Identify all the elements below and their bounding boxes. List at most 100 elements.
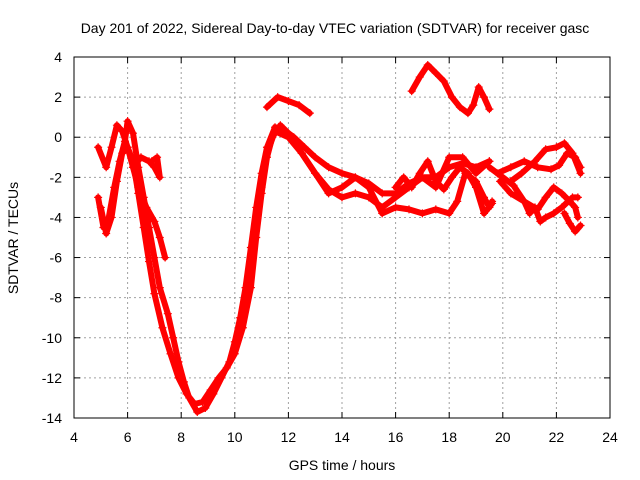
y-axis-label: SDTVAR / TECUs [5,182,21,294]
data-point-marker [560,139,569,148]
data-point-marker [338,169,346,178]
data-point-marker [407,183,416,192]
data-point-marker [161,253,170,262]
series-line [408,62,493,117]
data-point-marker [120,137,129,146]
data-point-marker [174,373,183,382]
data-point-marker [112,177,121,186]
data-point-marker [533,205,542,214]
data-point-marker [445,153,454,162]
y-tick-label: -14 [42,410,62,426]
data-point-marker [485,105,494,114]
data-point-marker [222,363,231,372]
data-point-marker [112,121,121,130]
data-point-marker [305,109,314,118]
data-point-marker [163,309,172,318]
data-point-marker [139,223,148,232]
y-tick-label: 2 [54,89,62,105]
data-point-marker [257,183,266,192]
data-point-marker [147,157,156,166]
data-point-marker [107,213,116,222]
data-point-marker [525,209,534,218]
data-point-marker [463,109,472,118]
plot-frame [73,56,611,419]
data-point-marker [469,101,478,110]
data-point-marker [506,177,515,186]
data-point-marker [123,117,132,126]
data-point-marker [431,205,440,214]
data-point-marker [431,69,440,78]
data-point-marker [571,203,580,212]
data-point-marker [541,213,550,222]
data-point-marker [169,333,178,342]
x-tick-label: 18 [441,429,457,445]
data-point-marker [128,163,137,172]
data-point-marker [155,283,164,292]
data-point-marker [273,93,282,102]
data-point-marker [94,143,103,152]
data-point-marker [107,143,116,152]
data-point-marker [324,163,333,172]
data-point-marker [480,209,489,218]
data-point-marker [493,169,502,178]
data-point-marker [576,221,585,230]
series-line [507,140,584,185]
series-track-10 [506,139,585,186]
data-point-marker [555,161,564,170]
data-point-marker [96,203,105,212]
y-tick-label: -2 [50,169,63,185]
data-point-marker [565,197,574,206]
data-point-marker [541,193,550,202]
data-point-marker [153,153,162,162]
data-point-marker [458,153,467,162]
data-point-marker [295,101,304,110]
data-point-marker [565,219,574,228]
data-point-marker [311,169,320,178]
data-point-marker [150,163,159,172]
data-point-marker [182,389,191,398]
data-point-marker [439,77,448,86]
data-point-marker [198,397,207,406]
data-point-marker [94,193,103,202]
data-point-marker [378,189,387,198]
data-point-marker [506,189,515,198]
data-point-marker [533,163,542,172]
data-point-marker [230,349,239,358]
data-point-marker [455,103,464,112]
data-point-marker [297,149,306,158]
y-tick-label: 0 [54,129,62,145]
data-point-marker [506,163,515,172]
y-tick-label: -6 [50,250,63,266]
y-tick-label: -10 [42,330,62,346]
series-track-6 [262,93,314,118]
data-point-marker [190,399,199,408]
data-point-marker [399,173,408,182]
data-point-marker [549,209,558,218]
data-point-marker [351,173,360,182]
y-tick-label: -12 [42,370,62,386]
data-point-marker [238,323,247,332]
data-point-marker [262,149,271,158]
data-point-marker [407,87,416,96]
grid [74,57,610,418]
data-point-marker [145,257,154,266]
series-line [497,178,581,221]
data-point-marker [439,185,448,194]
data-point-marker [300,143,309,152]
data-point-marker [463,169,472,178]
data-point-marker [557,203,566,212]
data-point-marker [252,233,261,242]
data-point-marker [415,73,424,82]
data-point-marker [517,169,526,178]
data-point-marker [496,177,505,186]
data-point-marker [472,169,480,178]
data-point-marker [423,61,432,70]
series-track-12 [560,209,585,236]
data-point-marker [568,149,577,158]
x-tick-label: 24 [602,429,618,445]
data-point-marker [557,189,566,198]
data-point-marker [284,97,293,106]
series-line [97,122,493,407]
data-point-marker [474,83,483,92]
series-line [95,122,169,261]
